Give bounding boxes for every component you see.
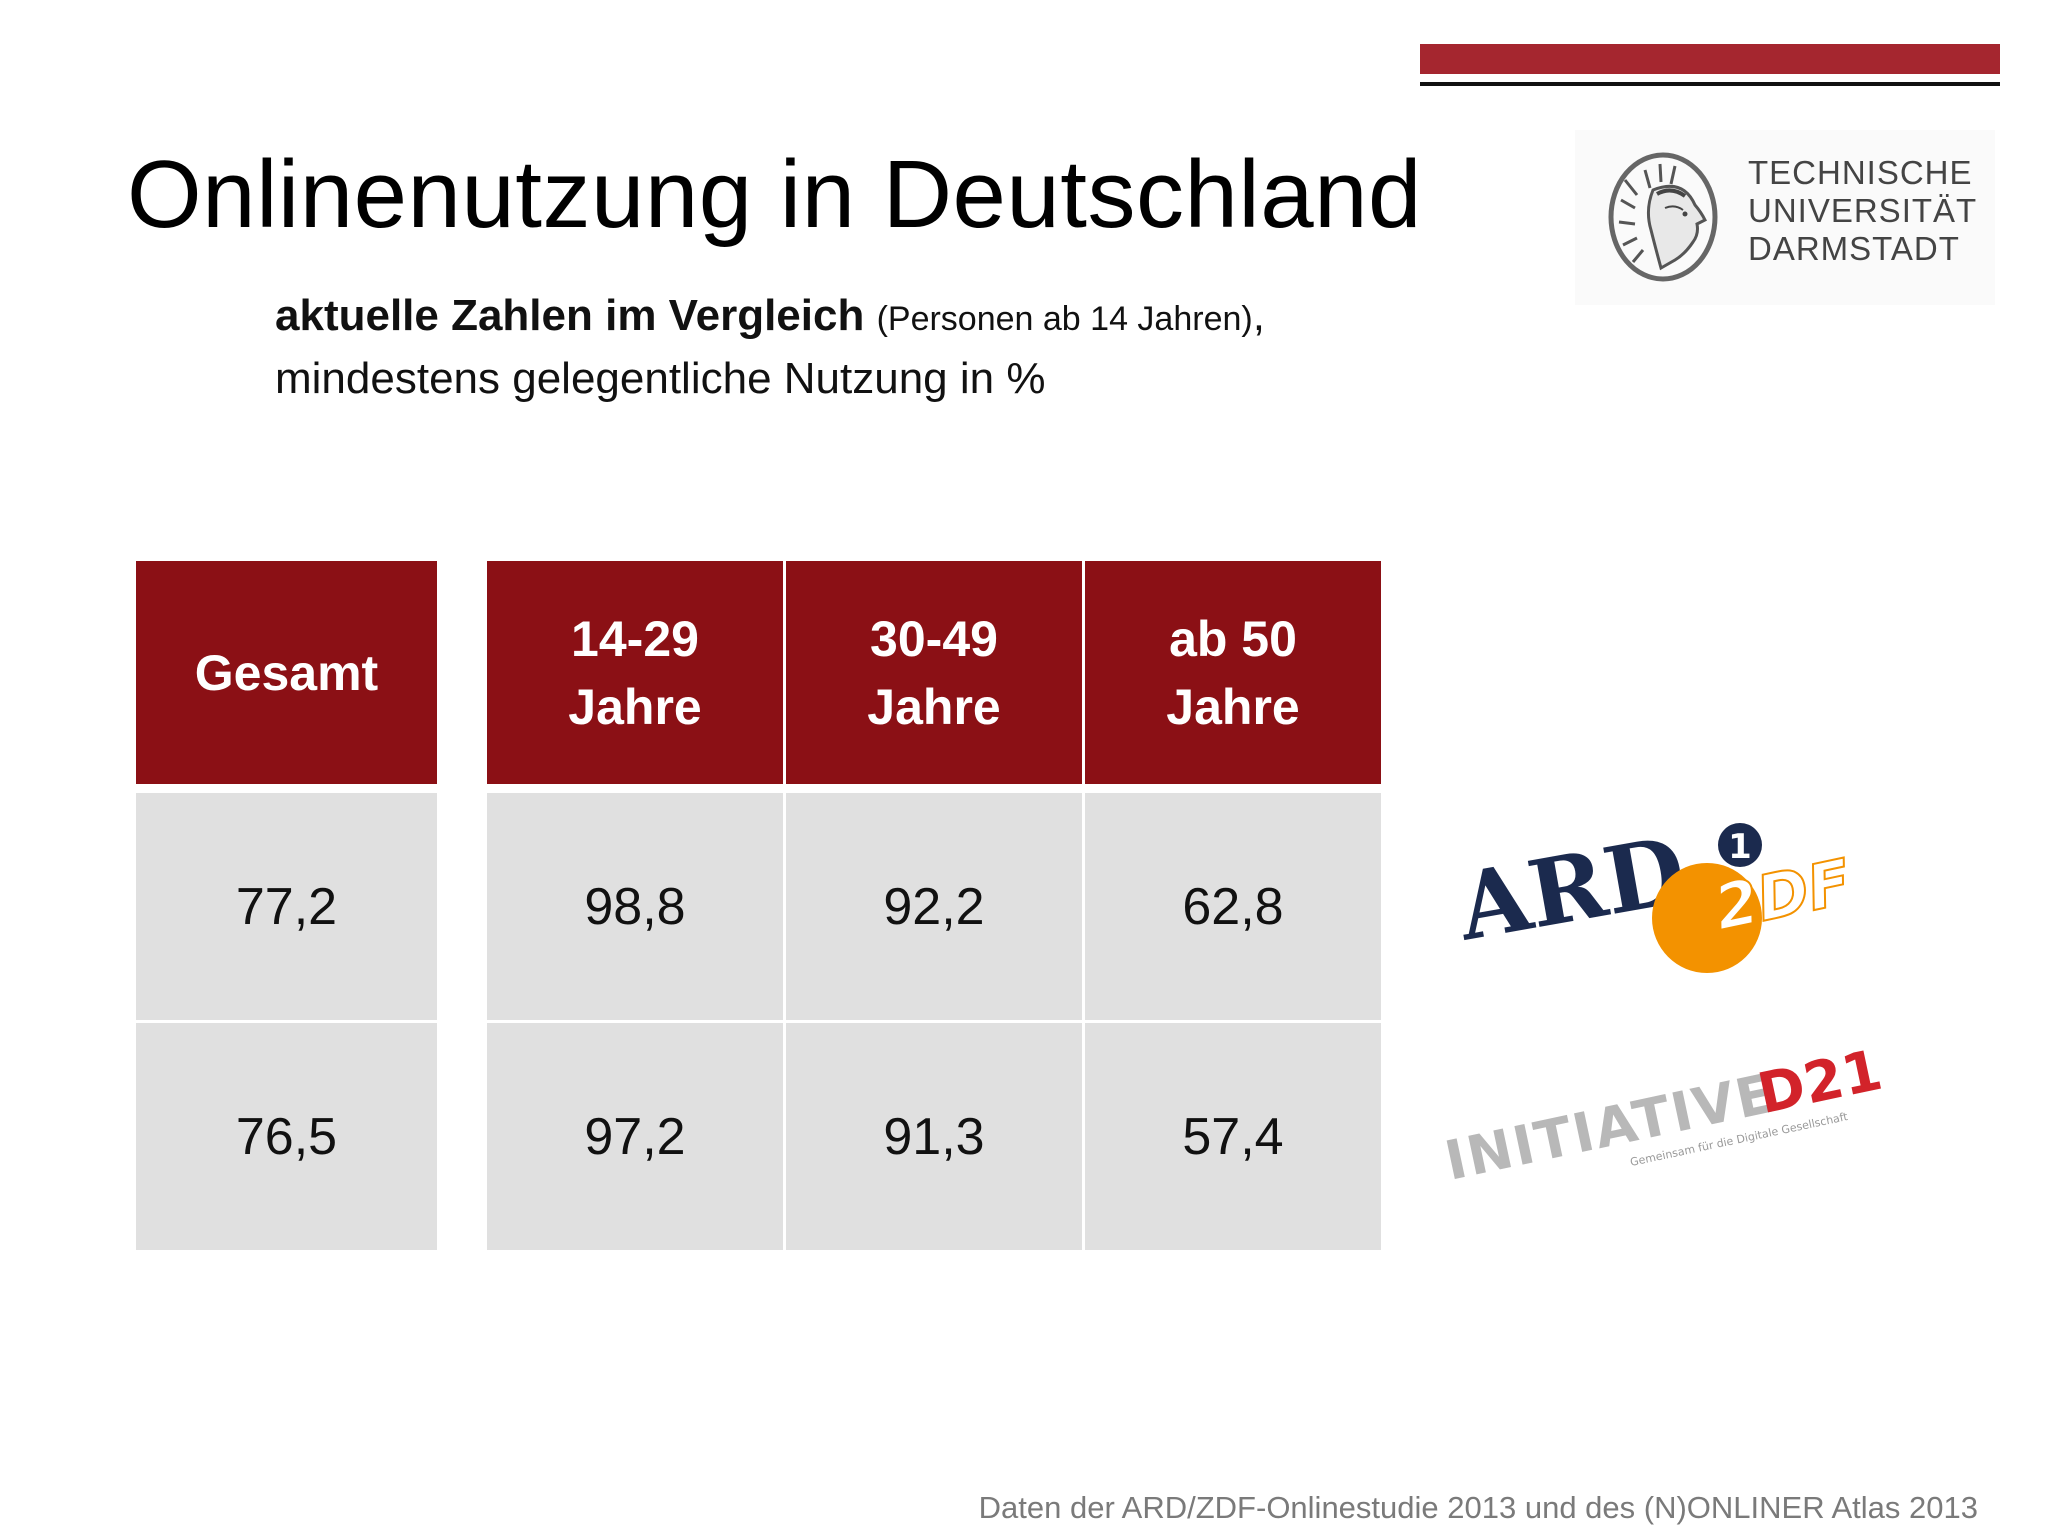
table-header-gesamt: Gesamt — [136, 561, 437, 784]
table-cell: 97,2 — [487, 1023, 783, 1250]
header-line1: 14-29 — [571, 605, 699, 673]
header-line2: Jahre — [1166, 673, 1299, 741]
table-cell: 62,8 — [1085, 793, 1381, 1020]
slide-subtitle: aktuelle Zahlen im Vergleich (Personen a… — [275, 286, 1265, 409]
header-line1: Gesamt — [195, 639, 378, 707]
table-cell: 57,4 — [1085, 1023, 1381, 1250]
table-header-ab-50: ab 50 Jahre — [1085, 561, 1381, 784]
source-footnote: Daten der ARD/ZDF-Onlinestudie 2013 und … — [979, 1490, 1978, 1526]
header-line2: Jahre — [568, 673, 701, 741]
subtitle-note: (Personen ab 14 Jahren) — [877, 300, 1253, 338]
ard-zdf-logo: ARD 1 2DF — [1455, 800, 1855, 980]
subtitle-bold: aktuelle Zahlen im Vergleich — [275, 291, 864, 340]
table-header-14-29: 14-29 Jahre — [487, 561, 783, 784]
tu-darmstadt-logo: TECHNISCHE UNIVERSITÄT DARMSTADT — [1575, 130, 1995, 305]
table-cell: 98,8 — [487, 793, 783, 1020]
initiative-d21-logo: INITIATIVE D21 Gemeinsam für die Digital… — [1430, 1030, 1890, 1200]
header-line1: 30-49 — [870, 605, 998, 673]
d21-logo-text: D21 — [1752, 1038, 1887, 1127]
header-rule — [1420, 82, 2000, 86]
subtitle-line2: mindestens gelegentliche Nutzung in % — [275, 349, 1265, 409]
table-cell: 76,5 — [136, 1023, 437, 1250]
tu-logo-line2: UNIVERSITÄT — [1748, 192, 1977, 230]
tu-logo-line1: TECHNISCHE — [1748, 154, 1977, 192]
header-accent-bar — [1420, 44, 2000, 74]
initiative-logo-text: INITIATIVE — [1440, 1061, 1781, 1192]
slide-title: Onlinenutzung in Deutschland — [127, 140, 1422, 250]
table-cell: 91,3 — [786, 1023, 1082, 1250]
tu-logo-line3: DARMSTADT — [1748, 230, 1977, 268]
header-line2: Jahre — [867, 673, 1000, 741]
table-cell: 92,2 — [786, 793, 1082, 1020]
subtitle-comma: , — [1253, 291, 1265, 340]
header-line1: ab 50 — [1169, 605, 1297, 673]
athena-medal-icon — [1605, 150, 1720, 285]
table-cell: 77,2 — [136, 793, 437, 1020]
table-header-30-49: 30-49 Jahre — [786, 561, 1082, 784]
tu-logo-text: TECHNISCHE UNIVERSITÄT DARMSTADT — [1748, 154, 1977, 268]
ard-one-number: 1 — [1728, 827, 1752, 867]
